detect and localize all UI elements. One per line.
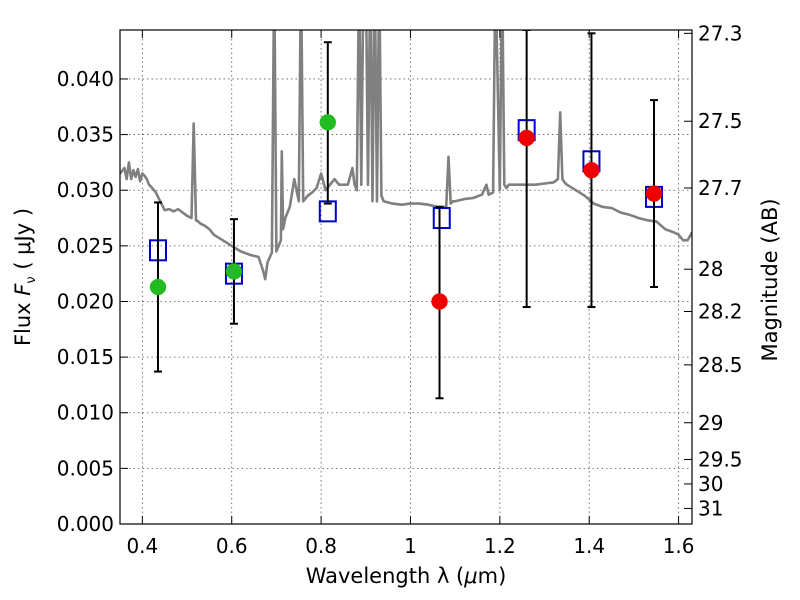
y-axis-label: Flux Fν ( μJy ) (11, 208, 39, 346)
y-tick-label: 0.040 (57, 67, 114, 91)
x-tick-label: 1.2 (484, 534, 516, 558)
green-data-point (225, 263, 243, 280)
grid-lines (120, 30, 692, 525)
x-tick-label: 0.8 (305, 534, 337, 558)
green-data-point (319, 114, 337, 131)
y-tick-label: 0.035 (57, 123, 114, 147)
y-tick-label: 0.015 (57, 345, 114, 369)
x-tick-label: 1 (404, 534, 417, 558)
y2-tick-label: 30 (698, 472, 723, 496)
green-data-point (149, 278, 167, 296)
y2-tick-label: 27.7 (698, 176, 743, 200)
red-data-point (431, 293, 448, 310)
y2-tick-label: 31 (698, 496, 723, 520)
y2-tick-label: 29.5 (698, 447, 743, 471)
red-data-point (645, 185, 663, 202)
y2-tick-label: 28 (698, 257, 723, 281)
model-square-point (432, 207, 451, 230)
x-tick-label: 1.4 (573, 534, 605, 558)
y-tick-label: 0.000 (57, 512, 114, 536)
plot-area (120, 30, 692, 400)
x-tick-label: 1.6 (663, 534, 695, 558)
y2-tick-label: 27.3 (698, 21, 743, 45)
red-data-point (518, 129, 535, 147)
y-tick-label: 0.030 (57, 178, 114, 202)
x-tick-label: 0.6 (216, 534, 248, 558)
y-tick-label: 0.005 (57, 456, 114, 480)
template-spectrum-line (120, 30, 692, 281)
x-axis-label: Wavelength λ (μm) (306, 564, 507, 588)
plot-frame (119, 29, 693, 525)
axes: 0.4 0.6 0.8 1 1.2 1.4 1.6 0.000 0.005 0.010 0.015 0… (57, 21, 743, 558)
plot-content (120, 30, 692, 400)
y-tick-label: 0.020 (57, 289, 114, 313)
y2-tick-label: 29 (698, 411, 723, 435)
y2-tick-label: 27.5 (698, 109, 743, 133)
x-tick-label: 0.4 (126, 534, 158, 558)
y-tick-label: 0.010 (57, 401, 114, 425)
y-tick-label: 0.025 (57, 234, 114, 258)
y2-tick-label: 28.2 (698, 299, 743, 323)
red-data-point (583, 161, 600, 179)
y2-tick-label: 28.5 (698, 353, 743, 377)
y2-axis-label: Magnitude (AB) (758, 198, 782, 361)
